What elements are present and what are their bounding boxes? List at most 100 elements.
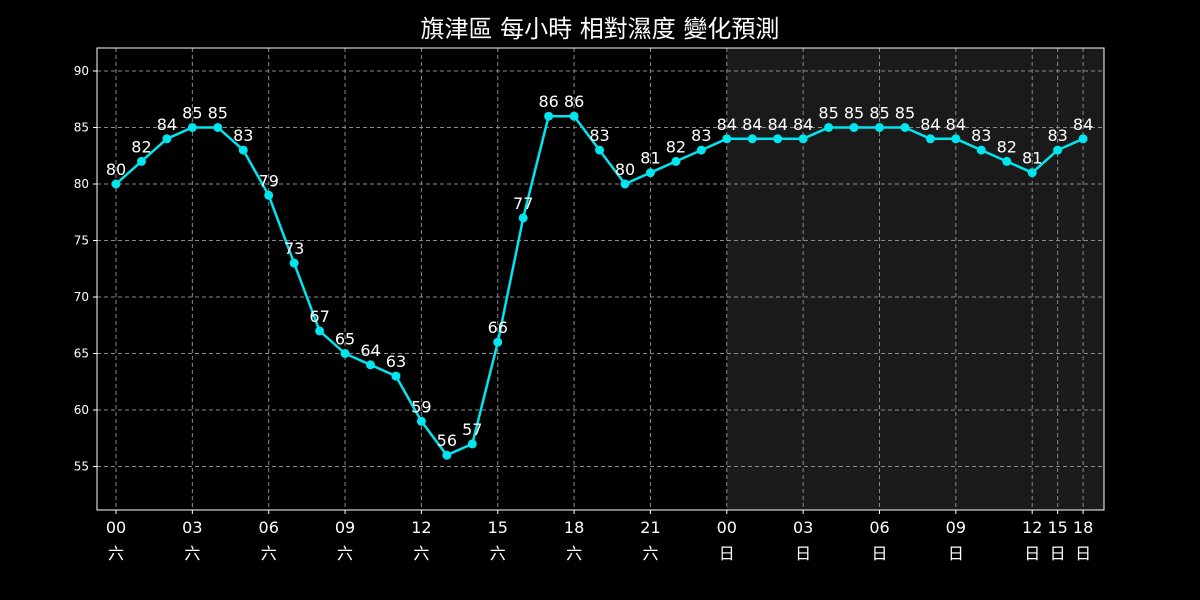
data-label: 83 bbox=[1047, 126, 1067, 145]
x-tick-time-label: 15 bbox=[1047, 518, 1067, 537]
data-point bbox=[722, 134, 732, 144]
data-label: 84 bbox=[742, 115, 762, 134]
data-point bbox=[645, 168, 655, 178]
data-label: 83 bbox=[691, 126, 711, 145]
data-label: 84 bbox=[920, 115, 940, 134]
x-tick-day-label: 日 bbox=[948, 544, 964, 563]
x-tick-time-label: 06 bbox=[259, 518, 279, 537]
data-label: 83 bbox=[233, 126, 253, 145]
data-label: 86 bbox=[538, 92, 558, 111]
x-tick-time-label: 15 bbox=[488, 518, 508, 537]
x-tick-time-label: 18 bbox=[564, 518, 584, 537]
data-point bbox=[442, 450, 452, 460]
data-label: 56 bbox=[437, 431, 457, 450]
data-point bbox=[366, 360, 375, 370]
x-tick-time-label: 12 bbox=[1022, 518, 1042, 537]
data-point bbox=[824, 123, 834, 132]
x-tick-day-label: 日 bbox=[719, 544, 735, 563]
x-tick-time-label: 12 bbox=[411, 518, 431, 537]
data-point bbox=[696, 145, 706, 155]
y-tick-label: 90 bbox=[74, 64, 89, 78]
data-label: 57 bbox=[462, 420, 482, 439]
x-tick-time-label: 03 bbox=[182, 518, 202, 537]
x-tick-day-label: 日 bbox=[795, 544, 811, 563]
data-label: 82 bbox=[666, 137, 686, 156]
x-tick-time-label: 21 bbox=[640, 518, 660, 537]
y-tick-label: 80 bbox=[74, 177, 89, 191]
data-label: 77 bbox=[513, 194, 533, 213]
data-point bbox=[111, 179, 121, 189]
x-tick-time-label: 00 bbox=[717, 518, 737, 537]
x-tick-day-label: 日 bbox=[871, 544, 887, 563]
x-tick-day-label: 六 bbox=[566, 544, 582, 563]
data-point bbox=[849, 123, 859, 132]
data-label: 84 bbox=[717, 115, 737, 134]
data-point bbox=[620, 179, 630, 189]
x-tick-day-label: 六 bbox=[490, 544, 506, 563]
plot-area: 55 60 65 70 75 80 85 90 00 六 03 六 06 六 09 六 12 六 15 六 18 六 21 六… bbox=[74, 47, 1105, 563]
data-point bbox=[289, 258, 299, 268]
data-label: 86 bbox=[564, 92, 584, 111]
x-tick-day-label: 六 bbox=[261, 544, 277, 563]
data-point bbox=[544, 111, 554, 121]
data-label: 81 bbox=[1022, 149, 1042, 168]
data-label: 85 bbox=[844, 104, 864, 123]
data-point bbox=[595, 145, 605, 155]
data-label: 80 bbox=[615, 160, 635, 179]
data-label: 59 bbox=[411, 397, 431, 416]
data-point bbox=[213, 123, 223, 132]
data-label: 82 bbox=[997, 137, 1017, 156]
data-label: 83 bbox=[589, 126, 609, 145]
data-label: 84 bbox=[1073, 115, 1093, 134]
data-label: 64 bbox=[360, 341, 380, 360]
x-tick-day-label: 日 bbox=[1075, 544, 1091, 563]
data-label: 67 bbox=[309, 307, 329, 326]
data-point bbox=[569, 111, 579, 121]
x-tick-day-label: 六 bbox=[108, 544, 124, 563]
data-point bbox=[467, 439, 477, 449]
y-tick-label: 85 bbox=[74, 121, 89, 135]
data-label: 85 bbox=[182, 104, 202, 123]
data-label: 82 bbox=[131, 137, 151, 156]
data-label: 65 bbox=[335, 330, 355, 349]
data-point bbox=[1027, 168, 1037, 178]
data-label: 84 bbox=[768, 115, 788, 134]
data-point bbox=[162, 134, 172, 144]
data-point bbox=[187, 123, 197, 132]
y-tick-label: 70 bbox=[74, 290, 89, 304]
x-tick-day-label: 六 bbox=[642, 544, 658, 563]
data-point bbox=[493, 337, 503, 347]
data-label: 79 bbox=[259, 171, 279, 190]
data-label: 81 bbox=[640, 149, 660, 168]
data-point bbox=[391, 371, 401, 381]
axes-frame bbox=[96, 47, 1105, 511]
data-point bbox=[773, 134, 783, 144]
data-point bbox=[925, 134, 935, 144]
x-tick-time-label: 18 bbox=[1073, 518, 1093, 537]
data-label: 84 bbox=[946, 115, 966, 134]
y-tick-label: 65 bbox=[74, 347, 89, 361]
data-label: 84 bbox=[157, 115, 177, 134]
x-tick-day-label: 六 bbox=[337, 544, 353, 563]
data-label: 83 bbox=[971, 126, 991, 145]
data-point bbox=[951, 134, 961, 144]
chart-title: 旗津區 每小時 相對濕度 變化預測 bbox=[421, 15, 780, 43]
data-point bbox=[976, 145, 986, 155]
x-tick-time-label: 06 bbox=[869, 518, 889, 537]
data-label: 84 bbox=[793, 115, 813, 134]
data-point bbox=[798, 134, 808, 144]
forecast-region bbox=[726, 48, 1104, 510]
data-point bbox=[1053, 145, 1063, 155]
data-point bbox=[518, 213, 528, 223]
data-point bbox=[900, 123, 910, 132]
data-point bbox=[671, 156, 681, 166]
data-label: 85 bbox=[208, 104, 228, 123]
data-label: 73 bbox=[284, 239, 304, 258]
x-tick-day-label: 日 bbox=[1024, 544, 1040, 563]
data-label: 66 bbox=[488, 318, 508, 337]
data-point bbox=[1078, 134, 1088, 144]
y-tick-label: 60 bbox=[74, 403, 89, 417]
x-tick-day-label: 六 bbox=[413, 544, 429, 563]
data-point bbox=[1002, 156, 1012, 166]
